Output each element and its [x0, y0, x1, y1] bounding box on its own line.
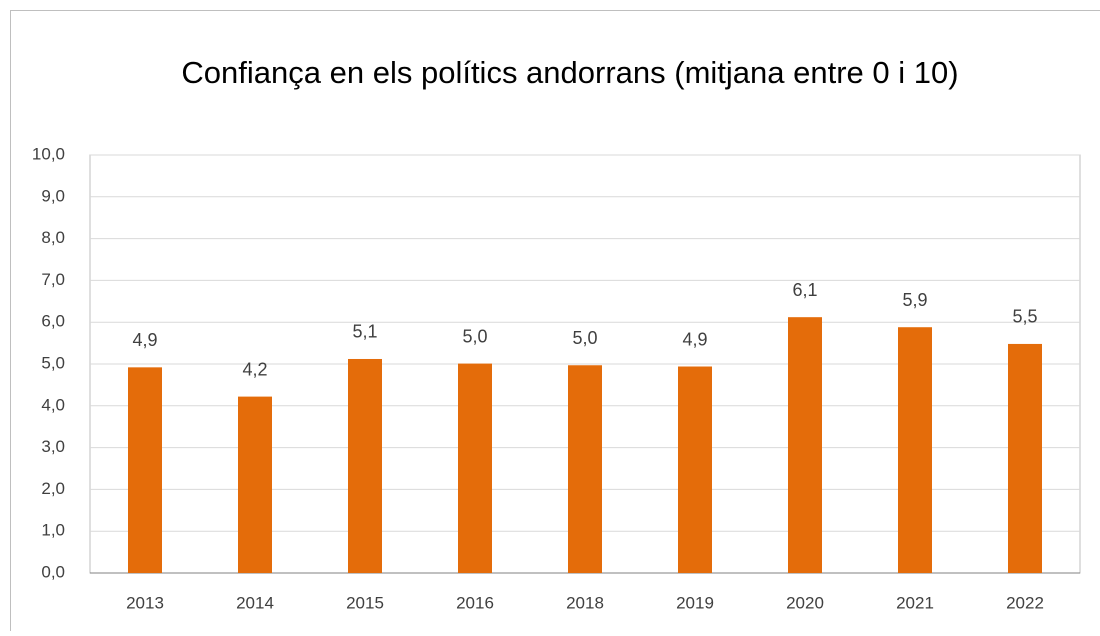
- bar: [458, 364, 492, 573]
- data-label: 6,1: [792, 280, 817, 300]
- bar: [678, 367, 712, 573]
- y-tick-label: 7,0: [41, 270, 65, 289]
- y-tick-label: 3,0: [41, 437, 65, 456]
- y-tick-label: 4,0: [41, 395, 65, 414]
- data-label: 4,9: [682, 329, 707, 349]
- y-tick-label: 2,0: [41, 479, 65, 498]
- y-tick-label: 8,0: [41, 228, 65, 247]
- x-tick-label: 2016: [456, 593, 494, 612]
- chart-title: Confiança en els polítics andorrans (mit…: [181, 55, 958, 90]
- data-label: 5,1: [352, 322, 377, 342]
- y-tick-label: 1,0: [41, 521, 65, 540]
- bar: [1008, 344, 1042, 573]
- data-label: 5,9: [902, 290, 927, 310]
- x-tick-label: 2013: [126, 593, 164, 612]
- chart-frame: [11, 11, 1100, 632]
- bar: [788, 317, 822, 573]
- x-tick-label: 2020: [786, 593, 824, 612]
- data-label: 4,9: [132, 330, 157, 350]
- y-tick-label: 10,0: [32, 144, 65, 163]
- data-label: 5,0: [462, 326, 487, 346]
- bar: [128, 367, 162, 573]
- y-tick-label: 5,0: [41, 353, 65, 372]
- data-label: 4,2: [242, 359, 267, 379]
- bar: [238, 397, 272, 573]
- bar: [898, 327, 932, 573]
- bar: [348, 359, 382, 573]
- y-tick-label: 6,0: [41, 312, 65, 331]
- bar: [568, 365, 602, 573]
- x-tick-label: 2015: [346, 593, 384, 612]
- x-tick-label: 2019: [676, 593, 714, 612]
- x-tick-label: 2018: [566, 593, 604, 612]
- data-label: 5,5: [1012, 307, 1037, 327]
- y-tick-label: 0,0: [41, 562, 65, 581]
- x-tick-label: 2022: [1006, 593, 1044, 612]
- x-tick-label: 2014: [236, 593, 274, 612]
- x-tick-label: 2021: [896, 593, 934, 612]
- y-tick-label: 9,0: [41, 186, 65, 205]
- data-label: 5,0: [572, 328, 597, 348]
